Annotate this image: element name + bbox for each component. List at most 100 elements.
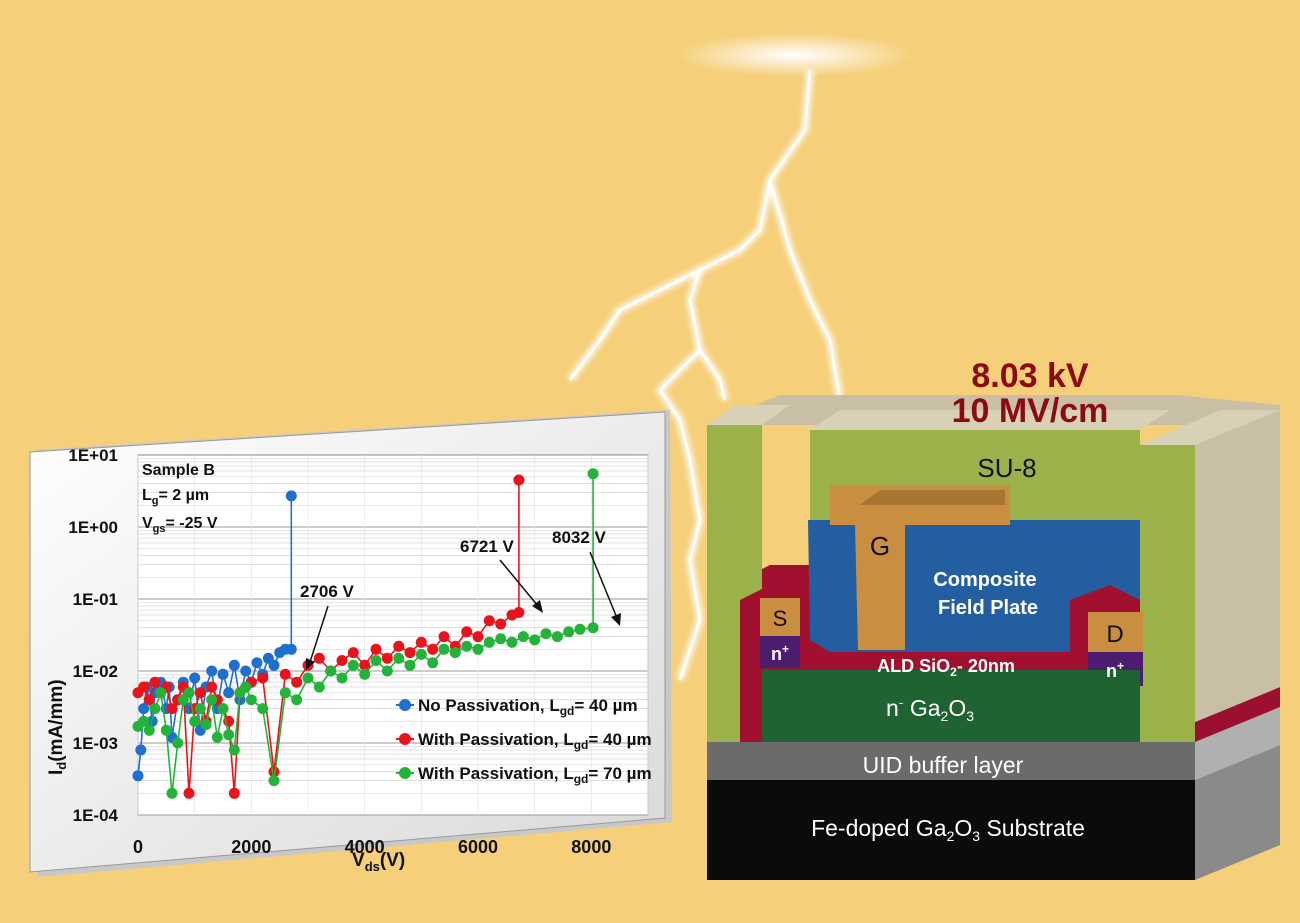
- data-point: [138, 703, 150, 715]
- data-point: [359, 668, 371, 680]
- data-point: [461, 626, 473, 638]
- substrate-label: Fe-doped Ga2O3 Substrate: [811, 815, 1085, 844]
- data-point: [138, 715, 150, 727]
- data-point: [138, 681, 150, 693]
- data-point: [393, 640, 405, 652]
- annotation-8032: 8032 V: [552, 528, 607, 547]
- data-point: [155, 687, 167, 699]
- headline-field: 10 MV/cm: [952, 392, 1109, 430]
- legend: No Passivation, Lgd= 40 µm With Passivat…: [396, 696, 652, 786]
- su8-left-top: [707, 405, 790, 425]
- chart-info: Sample B Lg= 2 µm Vgs= -25 V: [142, 462, 218, 535]
- y-tick-label: 1E+01: [68, 446, 118, 465]
- data-point: [160, 724, 172, 736]
- vgs-value: = -25 V: [166, 515, 218, 532]
- data-point: [189, 672, 201, 684]
- data-point: [347, 659, 359, 671]
- legend-item-with-passivation-70: With Passivation, Lgd= 70 µm: [396, 764, 652, 786]
- data-point: [143, 694, 155, 706]
- data-point: [551, 631, 563, 643]
- data-point: [495, 633, 507, 645]
- data-point: [285, 643, 297, 655]
- sample-label: Sample B: [142, 462, 215, 479]
- data-point: [529, 634, 541, 646]
- source-contact: [760, 598, 800, 636]
- series-line: [137, 480, 520, 794]
- x-tick-label: 8000: [571, 837, 611, 857]
- data-point: [359, 659, 371, 671]
- data-point: [336, 655, 348, 666]
- x-tick-label: 6000: [458, 837, 498, 857]
- data-point: [325, 665, 337, 677]
- y-tick-label: 1E+00: [68, 518, 118, 537]
- y-tick-label: 1E-01: [73, 590, 118, 609]
- x-tick-label: 0: [133, 837, 143, 857]
- field-plate-label-1: Composite: [933, 569, 1036, 591]
- data-point: [200, 719, 212, 731]
- su8-top-face: [810, 410, 1170, 430]
- data-point: [206, 665, 218, 677]
- buffer-label: UID buffer layer: [863, 752, 1024, 778]
- arrowhead-6721: [532, 600, 543, 613]
- su8-label: SU-8: [977, 453, 1036, 483]
- x-axis-title: Vds(V): [352, 850, 405, 874]
- data-point: [438, 643, 450, 655]
- gate-shadow: [860, 490, 1005, 505]
- drain-nplus-label: n+: [1106, 659, 1124, 681]
- drain-contact: [1088, 612, 1143, 652]
- data-point: [370, 643, 382, 655]
- lightning-bolt: [567, 33, 915, 682]
- data-point: [245, 694, 257, 706]
- data-point: [587, 622, 599, 634]
- data-point: [228, 787, 240, 799]
- data-point: [438, 631, 450, 643]
- arrow-2706: [309, 605, 329, 663]
- data-point: [183, 787, 195, 799]
- data-point: [228, 744, 240, 756]
- drain-label: D: [1106, 621, 1123, 648]
- data-point: [268, 766, 280, 778]
- data-point: [279, 668, 291, 680]
- data-point: [228, 659, 240, 671]
- data-point: [506, 636, 518, 648]
- channel-label: n- Ga2O3: [886, 694, 974, 724]
- data-point: [461, 640, 473, 652]
- y-tick-label: 1E-04: [73, 806, 119, 825]
- arrow-6721: [499, 559, 539, 607]
- data-point: [206, 681, 218, 693]
- data-point: [223, 687, 235, 699]
- data-point: [302, 672, 314, 684]
- oxide-label: ALD SiO2- 20nm: [877, 656, 1015, 679]
- data-point: [285, 490, 297, 502]
- data-point: [404, 647, 416, 659]
- annotation-6721: 6721 V: [460, 537, 515, 556]
- buffer-side: [1195, 707, 1280, 780]
- legend-marker: [399, 699, 411, 711]
- data-point: [291, 694, 303, 706]
- data-point: [381, 665, 393, 677]
- arrow-8032: [589, 551, 618, 619]
- arrowhead-8032: [611, 613, 621, 626]
- data-point: [415, 648, 427, 660]
- data-point: [495, 618, 507, 630]
- channel-layer: [762, 670, 1140, 742]
- data-point: [313, 652, 325, 664]
- source-nplus: [760, 636, 800, 668]
- gate-label: G: [870, 531, 890, 561]
- data-point: [517, 631, 529, 643]
- data-point: [149, 676, 161, 688]
- legend-marker: [399, 767, 411, 779]
- data-point: [370, 655, 382, 666]
- data-point: [166, 787, 178, 799]
- legend-label: With Passivation, Lgd= 70 µm: [418, 764, 652, 786]
- data-point: [251, 657, 263, 669]
- data-point: [194, 687, 206, 699]
- substrate-side: [1195, 745, 1280, 880]
- data-point: [240, 665, 252, 677]
- data-point: [393, 652, 405, 664]
- oxide-side: [1195, 687, 1280, 742]
- data-point: [211, 731, 223, 743]
- legend-label: No Passivation, Lgd= 40 µm: [418, 696, 638, 718]
- data-point: [206, 694, 218, 706]
- x-tick-label: 2000: [231, 837, 271, 857]
